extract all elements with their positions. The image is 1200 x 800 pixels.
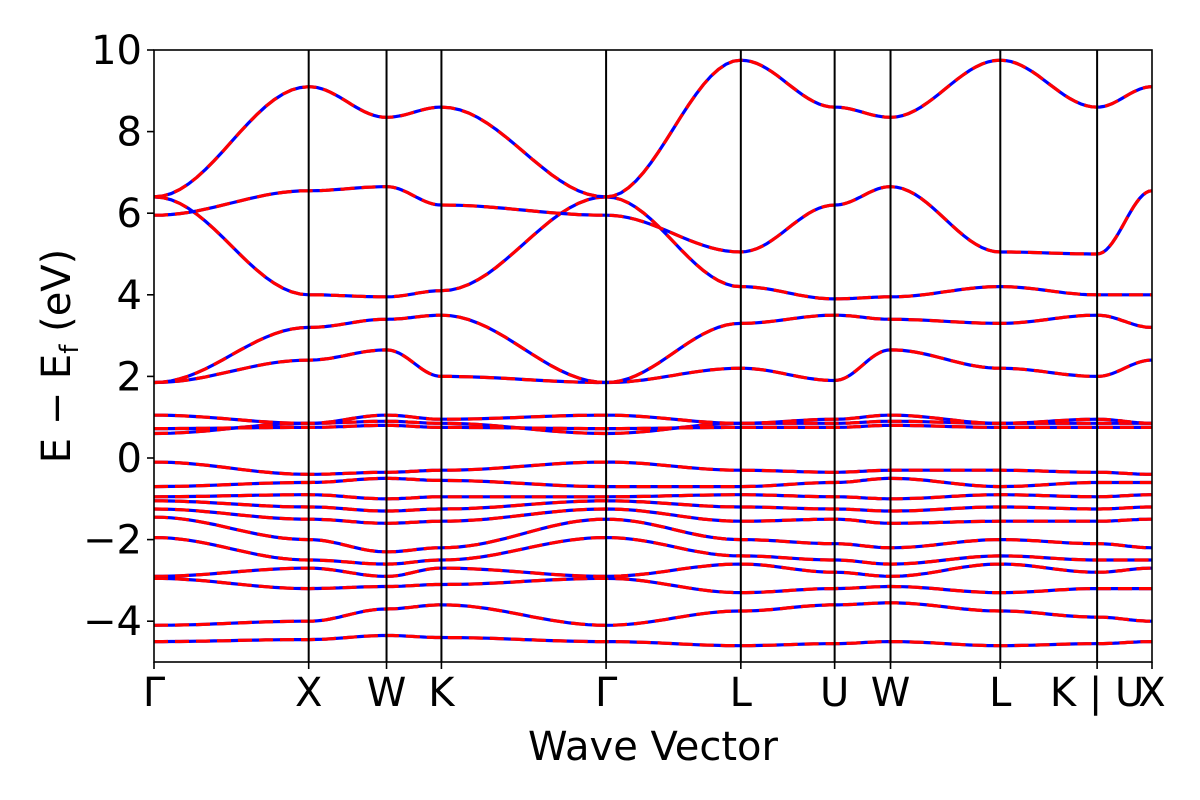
x-tick-label-7: W xyxy=(871,670,911,716)
y-tick-label-2: 0 xyxy=(117,436,142,482)
y-tick-label-3: 2 xyxy=(117,354,142,400)
x-tick-label-1: X xyxy=(295,670,322,716)
plot-frame xyxy=(153,49,1153,663)
band-16-red xyxy=(154,313,1152,385)
y-tick-label-6: 8 xyxy=(117,110,142,156)
band-3-red xyxy=(154,576,1152,595)
x-tick-label-4: Γ xyxy=(595,670,618,716)
y-tick-label-5: 6 xyxy=(117,191,142,237)
band-3-blue xyxy=(154,576,1152,595)
x-axis-label: Wave Vector xyxy=(528,724,779,770)
band-17-blue xyxy=(154,195,1152,301)
y-tick-label-1: −2 xyxy=(83,518,142,564)
x-tick-label-9: K | U xyxy=(1050,670,1144,716)
band-19-blue xyxy=(154,58,1152,199)
band-4-blue xyxy=(154,562,1152,578)
y-axis-label-sub: f xyxy=(55,344,85,354)
y-axis-label-unit: (eV) xyxy=(34,249,80,345)
y-tick-label-0: −4 xyxy=(83,599,142,645)
band-17-red xyxy=(154,195,1152,301)
band-11-blue xyxy=(154,460,1152,476)
x-tick-label-3: K xyxy=(428,670,456,716)
y-axis: −4 −2 0 2 4 6 8 10 xyxy=(83,28,154,645)
y-tick-label-4: 4 xyxy=(117,273,142,319)
x-tick-label-6: U xyxy=(820,670,849,716)
x-tick-label-8: L xyxy=(989,670,1012,716)
x-tick-label-0: Γ xyxy=(143,670,166,716)
y-axis-label: E − Ef (eV) xyxy=(34,249,85,464)
x-tick-label-2: W xyxy=(367,670,407,716)
band-19-red xyxy=(154,58,1152,199)
kpoint-lines xyxy=(307,50,1099,662)
bands-layer xyxy=(154,58,1152,648)
band-16-blue xyxy=(154,313,1152,385)
y-axis-label-main: E − E xyxy=(34,354,80,464)
x-tick-label-5: L xyxy=(730,670,753,716)
x-tick-label-10: X xyxy=(1138,670,1165,716)
y-tick-label-7: 10 xyxy=(91,28,142,74)
